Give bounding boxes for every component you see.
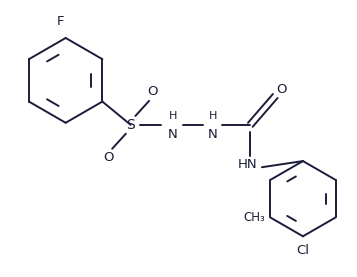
Text: Cl: Cl: [296, 245, 310, 258]
Text: O: O: [276, 83, 286, 96]
Text: F: F: [56, 16, 64, 29]
Text: H: H: [169, 111, 177, 121]
Text: N: N: [168, 127, 178, 140]
Text: N: N: [208, 127, 217, 140]
Text: H: H: [208, 111, 217, 121]
Text: HN: HN: [238, 158, 257, 171]
Text: O: O: [147, 86, 158, 99]
Text: O: O: [104, 151, 114, 164]
Text: S: S: [126, 118, 135, 132]
Text: CH₃: CH₃: [243, 211, 265, 224]
